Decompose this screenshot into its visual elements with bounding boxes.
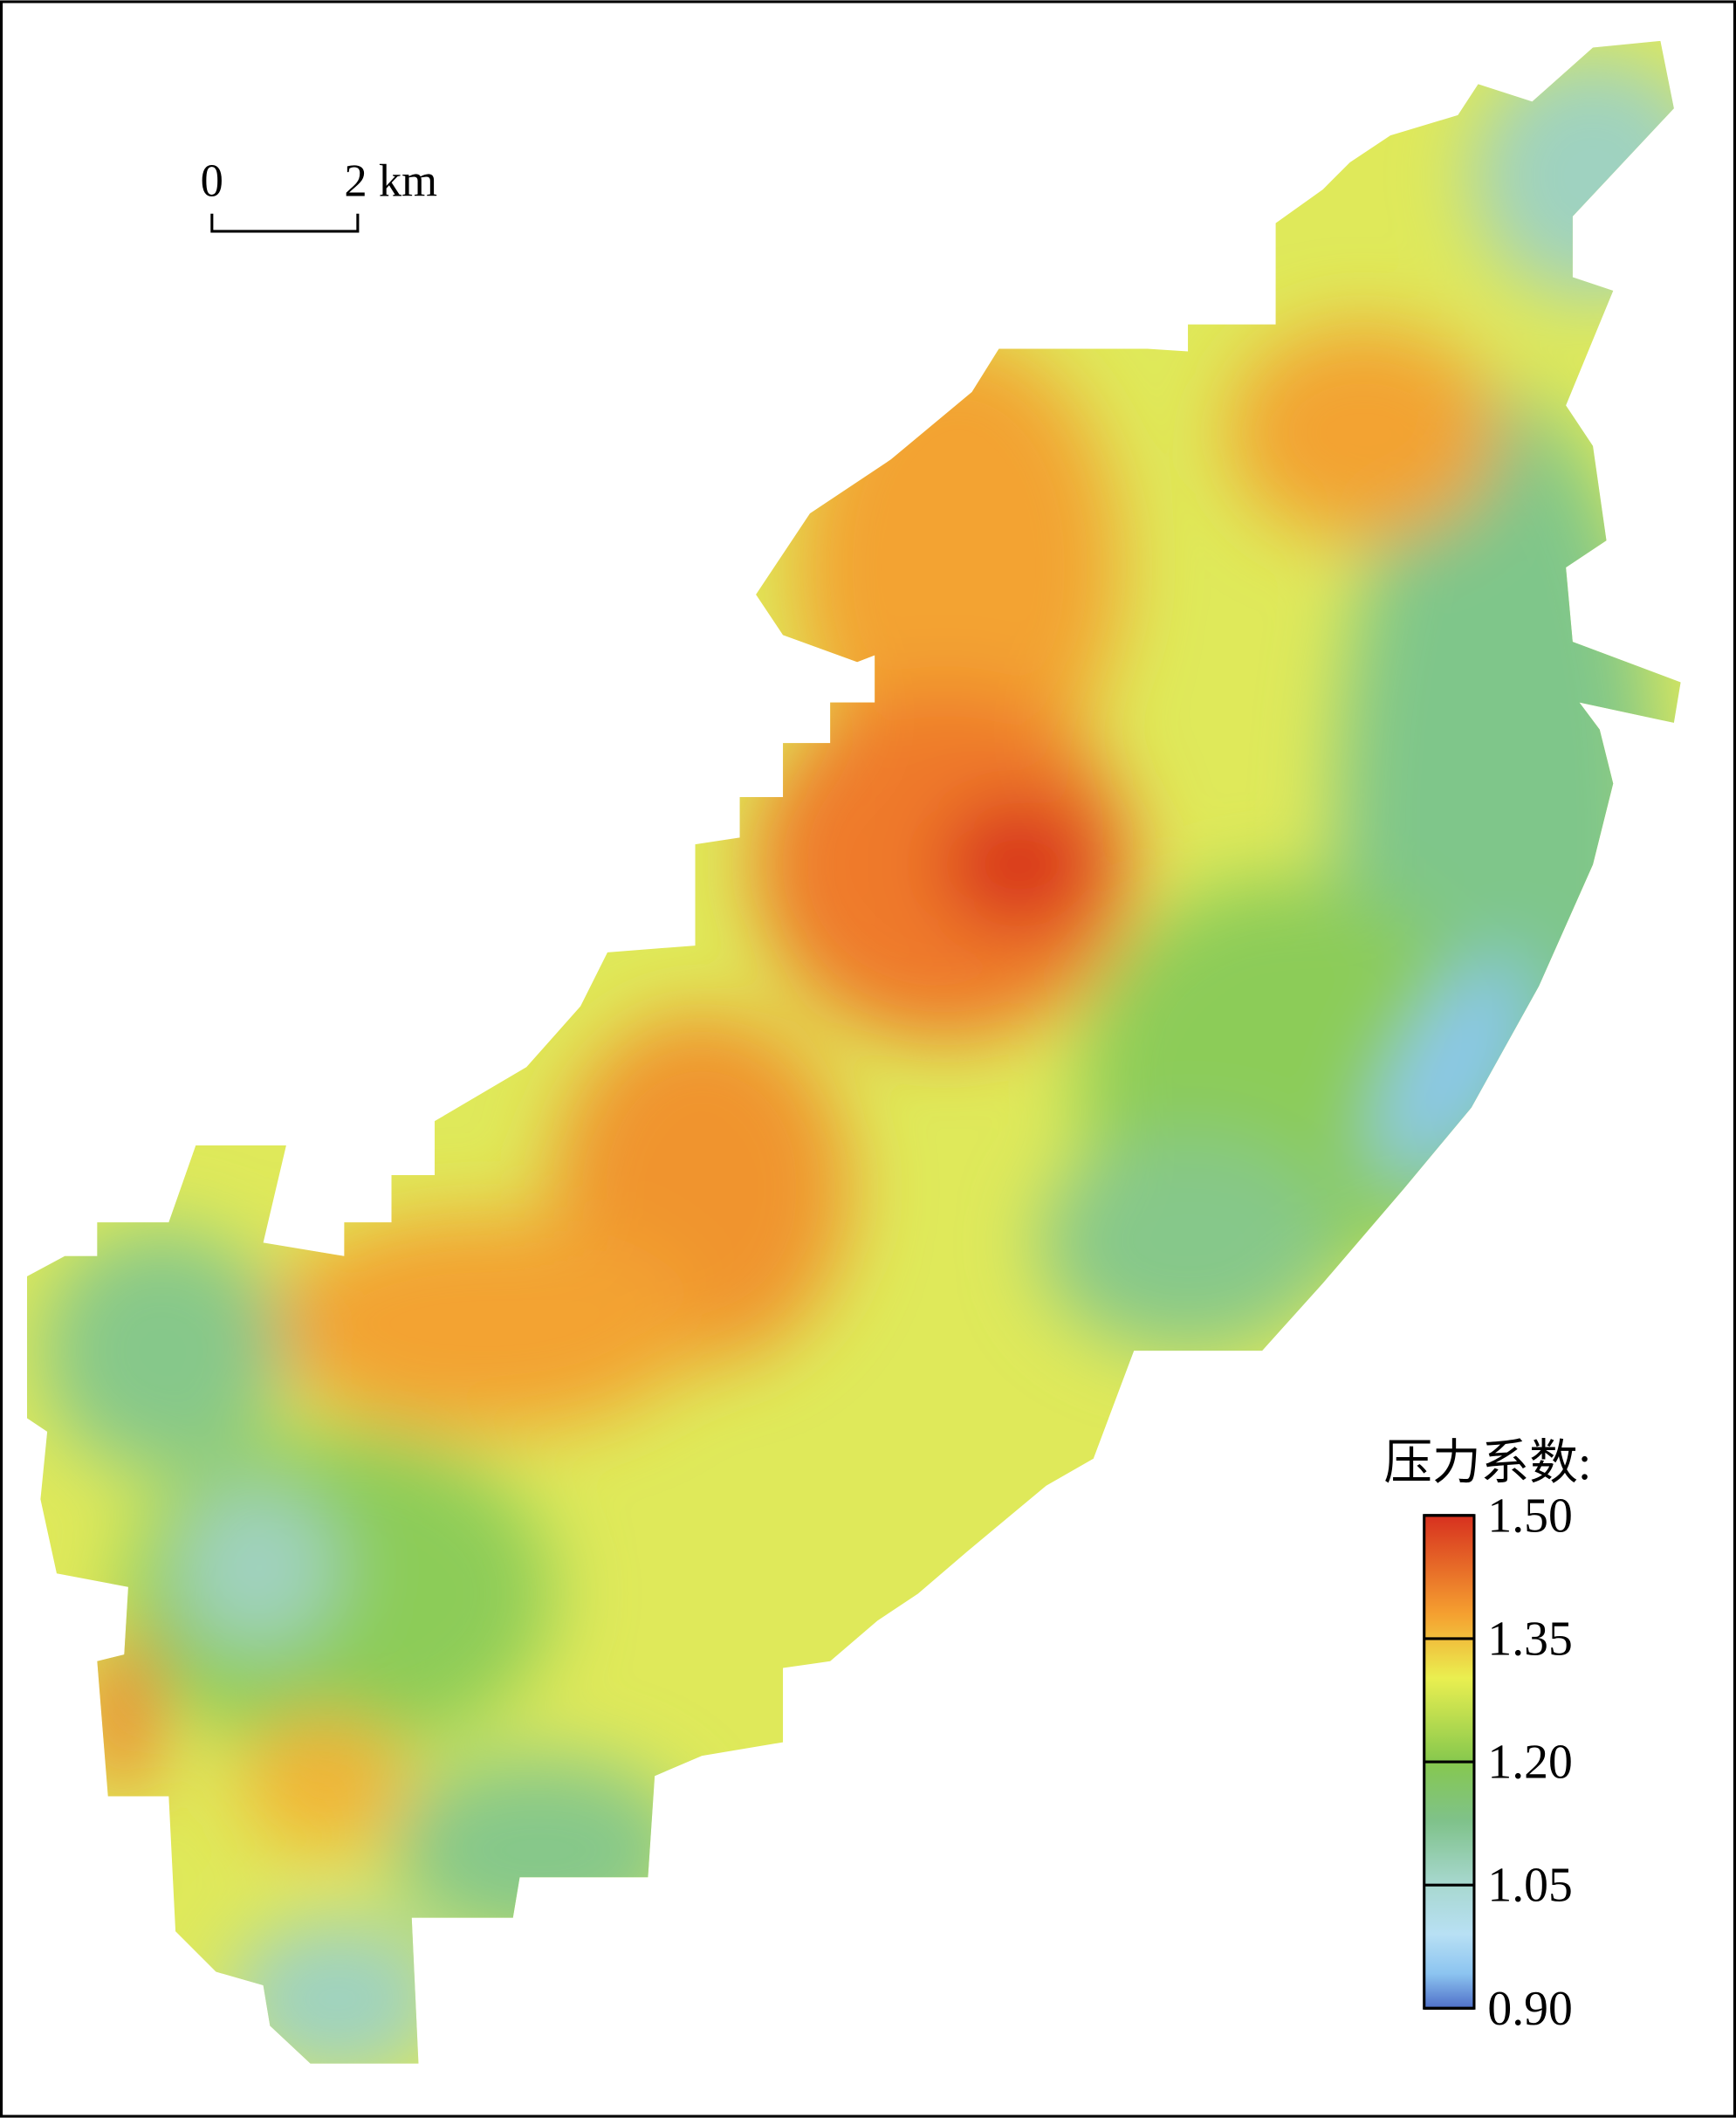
legend-tick-label: 1.20 [1487, 1736, 1572, 1790]
legend-title: 压力系数: [1383, 1436, 1591, 1490]
legend-tick-label: 1.35 [1487, 1612, 1572, 1666]
legend-tick-label: 1.50 [1487, 1489, 1572, 1543]
legend: 1.50 1.35 1.20 1.05 0.90 [1423, 1489, 1573, 2036]
legend-tick-label: 1.05 [1487, 1859, 1572, 1913]
scale-bar: 0 2 km [201, 156, 437, 233]
scale-end: 2 km [344, 156, 437, 207]
scale-start: 0 [201, 156, 223, 207]
legend-tick-label: 0.90 [1487, 1982, 1572, 2036]
